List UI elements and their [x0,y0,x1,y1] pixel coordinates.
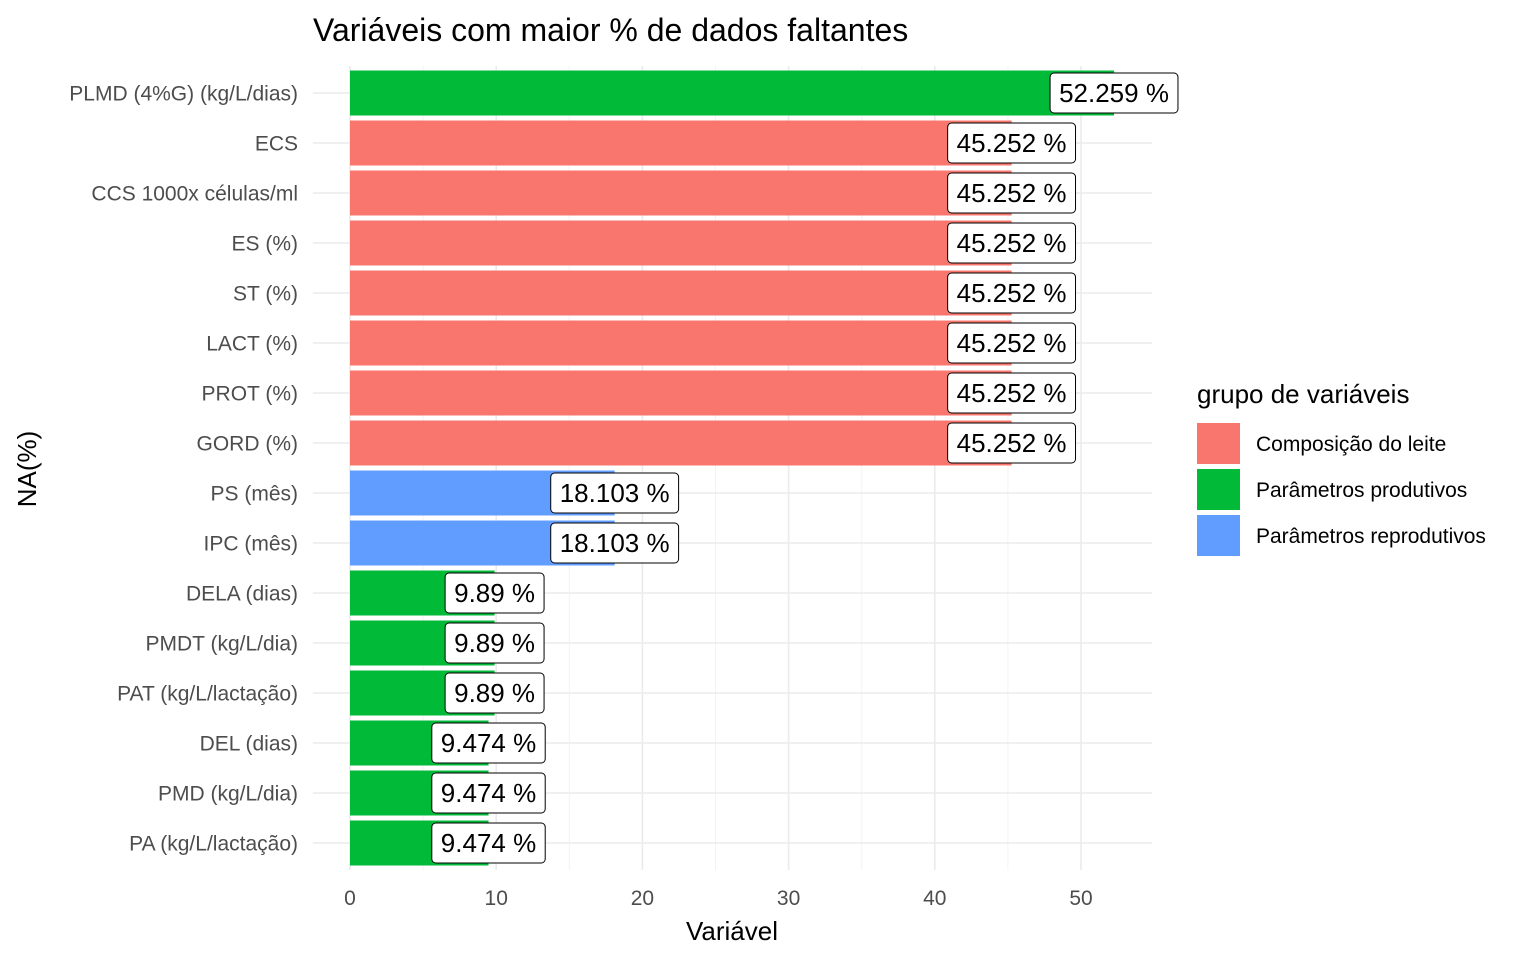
legend-label: Parâmetros produtivos [1256,479,1467,502]
y-tick-label: PA (kg/L/lactação) [129,833,298,856]
x-tick-label: 20 [631,887,654,910]
data-label: 9.89 % [444,672,545,714]
y-tick-label: DEL (dias) [200,733,298,756]
data-label-text: 9.474 % [441,778,536,808]
y-tick-labels: PLMD (4%G) (kg/L/dias) ECS CCS 1000x célul… [69,83,298,856]
x-axis-title: Variável [686,916,778,946]
data-label-box [947,172,1077,214]
data-label-box [431,722,546,764]
y-tick-label: ES (%) [231,233,298,256]
data-label-box [431,822,546,864]
data-label-text: 45.252 % [957,428,1067,458]
data-label-box [947,122,1077,164]
bar [350,320,1012,366]
legend-swatch [1197,423,1240,464]
y-tick-label: DELA (dias) [186,583,298,606]
data-label: 52.259 % [1049,72,1179,114]
data-label-box [444,572,545,614]
data-label-box [947,322,1077,364]
legend-swatch [1197,515,1240,556]
data-label: 45.252 % [947,272,1077,314]
data-label: 45.252 % [947,422,1077,464]
y-tick-label: ECS [255,133,298,156]
data-label-text: 45.252 % [957,128,1067,158]
bar [350,120,1012,166]
data-label-box [1049,72,1179,114]
y-tick-label: PLMD (4%G) (kg/L/dias) [69,83,298,106]
data-labels-layer: 52.259 % 45.252 % 45.252 % 45.252 % 45.252 %… [431,72,1179,864]
data-label-text: 18.103 % [560,478,670,508]
legend-swatch [1197,469,1240,510]
data-label-box [431,772,546,814]
chart-title: Variáveis com maior % de dados faltantes [313,12,908,48]
data-label-text: 9.89 % [454,678,535,708]
data-label-text: 9.89 % [454,578,535,608]
bar [350,70,1115,116]
legend-label: Composição do leite [1256,433,1446,456]
legend: grupo de variáveis Composição do leite Pa… [1197,379,1486,556]
data-label-text: 45.252 % [957,278,1067,308]
data-label-box [947,222,1077,264]
data-label: 9.89 % [444,622,545,664]
data-label: 9.89 % [444,572,545,614]
x-tick-label: 50 [1069,887,1092,910]
y-tick-label: PAT (kg/L/lactação) [117,683,298,706]
data-label: 45.252 % [947,222,1077,264]
data-label-box [947,372,1077,414]
y-tick-label: PMDT (kg/L/dia) [146,633,299,656]
bar [350,370,1012,416]
data-label-text: 45.252 % [957,378,1067,408]
x-tick-labels: 0 10 20 30 40 50 [344,887,1093,910]
data-label-box [444,672,545,714]
data-label-box [947,272,1077,314]
y-tick-label: LACT (%) [206,333,298,356]
data-label-text: 45.252 % [957,178,1067,208]
data-label: 45.252 % [947,172,1077,214]
data-label-text: 9.89 % [454,628,535,658]
data-label: 9.474 % [431,722,546,764]
y-tick-label: GORD (%) [197,433,299,456]
y-tick-label: PROT (%) [202,383,298,406]
bar [350,170,1012,216]
data-label-text: 45.252 % [957,228,1067,258]
data-label-box [947,422,1077,464]
bar [350,420,1012,466]
x-tick-label: 30 [777,887,800,910]
data-label-text: 18.103 % [560,528,670,558]
bar [350,270,1012,316]
data-label: 45.252 % [947,372,1077,414]
y-tick-label: ST (%) [233,283,298,306]
data-label-box [550,522,680,564]
x-tick-label: 40 [923,887,946,910]
y-tick-label: IPC (mês) [204,533,299,556]
bar [350,220,1012,266]
data-label-box [550,472,680,514]
data-label-text: 9.474 % [441,828,536,858]
data-label-text: 9.474 % [441,728,536,758]
y-tick-label: CCS 1000x células/ml [91,183,298,206]
y-tick-label: PMD (kg/L/dia) [158,783,298,806]
data-label-text: 52.259 % [1059,78,1169,108]
data-label: 45.252 % [947,122,1077,164]
x-tick-label: 10 [485,887,508,910]
data-label: 18.103 % [550,522,680,564]
data-label: 18.103 % [550,472,680,514]
x-tick-label: 0 [344,887,356,910]
legend-label: Parâmetros reprodutivos [1256,525,1486,548]
data-label-box [444,622,545,664]
y-axis-title: NA(%) [12,431,42,508]
legend-title: grupo de variáveis [1197,379,1409,409]
y-tick-label: PS (mês) [210,483,298,506]
data-label: 9.474 % [431,822,546,864]
data-label-text: 45.252 % [957,328,1067,358]
data-label: 45.252 % [947,322,1077,364]
data-label: 9.474 % [431,772,546,814]
